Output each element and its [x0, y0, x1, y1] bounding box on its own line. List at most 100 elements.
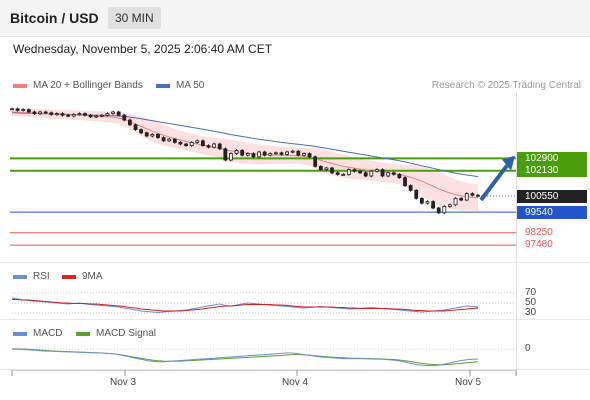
- candle: [313, 156, 318, 167]
- candle: [324, 167, 329, 170]
- candle: [167, 138, 172, 142]
- header-bar: Bitcoin / USD 30 MIN: [0, 0, 590, 37]
- candle: [251, 153, 256, 158]
- candle: [184, 143, 188, 147]
- candle: [99, 114, 104, 117]
- candle: [172, 138, 177, 143]
- rsi-9ma-line: [12, 299, 479, 312]
- candle: [358, 170, 362, 174]
- candle: [49, 112, 54, 115]
- candle: [403, 177, 407, 187]
- candle: [111, 111, 115, 114]
- macd-tick-label: 0: [525, 343, 531, 355]
- timeframe-button[interactable]: 30 MIN: [108, 7, 161, 29]
- candle: [139, 129, 144, 134]
- legend-signal-label: MACD Signal: [96, 328, 157, 339]
- instrument-title: Bitcoin / USD: [10, 10, 99, 26]
- legend-rsi: RSI: [13, 271, 50, 282]
- candle: [55, 113, 59, 115]
- legend-9ma: 9MA: [62, 271, 103, 282]
- price-level-label: 97480: [525, 239, 553, 251]
- price-level-badge: 102900: [517, 151, 587, 165]
- forecast-arrow: [479, 164, 509, 202]
- candle: [397, 173, 402, 178]
- candle: [419, 197, 424, 204]
- ma20-swatch: [13, 83, 27, 88]
- candle: [285, 151, 290, 155]
- candle: [116, 111, 121, 116]
- legend-macd-label: MACD: [33, 328, 63, 339]
- candle: [273, 152, 278, 155]
- candle: [245, 153, 250, 156]
- candle: [15, 108, 20, 111]
- candle: [290, 150, 295, 153]
- candle: [431, 201, 435, 209]
- candle: [229, 153, 233, 161]
- time-tick-label: Nov 5: [455, 377, 482, 388]
- rsi-tick-label: 30: [525, 307, 537, 318]
- legend-macd-signal: MACD Signal: [76, 328, 156, 339]
- candle: [464, 193, 469, 201]
- candle: [257, 151, 261, 158]
- bollinger-band: [12, 108, 478, 211]
- candle: [71, 114, 76, 117]
- candle: [369, 170, 374, 177]
- candle: [200, 140, 205, 147]
- candle: [83, 113, 87, 116]
- candle: [341, 173, 346, 176]
- forecast-arrowhead: [502, 155, 515, 171]
- candle: [442, 205, 447, 214]
- candle: [476, 194, 480, 197]
- candle: [178, 141, 183, 145]
- candle: [43, 111, 48, 114]
- candle: [346, 169, 351, 175]
- time-tick-label: Nov 4: [282, 377, 309, 388]
- candle: [335, 172, 340, 175]
- candle: [195, 140, 200, 143]
- candle: [448, 204, 452, 207]
- candle: [279, 152, 284, 155]
- legend-ma20-label: MA 20 + Bollinger Bands: [33, 80, 143, 91]
- legend-ma50-label: MA 50: [176, 80, 205, 91]
- candle: [38, 111, 42, 114]
- rsi-tick-label: 50: [525, 297, 537, 308]
- candle: [318, 165, 323, 170]
- candle: [66, 114, 71, 117]
- price-level-badge: 102130: [517, 164, 587, 178]
- ma50-swatch: [156, 83, 170, 88]
- candle: [296, 150, 301, 156]
- candle: [262, 151, 267, 156]
- time-tick-label: Nov 3: [110, 377, 137, 388]
- candle: [436, 207, 441, 214]
- candle: [470, 193, 475, 196]
- legend-ma20: MA 20 + Bollinger Bands: [13, 80, 143, 91]
- candle: [453, 197, 458, 206]
- legend-rsi-label: RSI: [33, 271, 50, 282]
- datetime-label: Wednesday, November 5, 2025 2:06:40 AM C…: [13, 42, 273, 56]
- candle: [330, 167, 334, 174]
- candle: [217, 143, 222, 150]
- legend-ma50: MA 50: [156, 80, 204, 91]
- candle: [380, 169, 385, 177]
- rsi-swatch: [13, 274, 27, 279]
- signal-swatch: [76, 331, 90, 336]
- candle: [307, 153, 312, 158]
- candle: [408, 185, 413, 191]
- candle: [352, 169, 357, 172]
- candle: [21, 109, 26, 111]
- candle: [122, 114, 127, 121]
- candle: [459, 197, 464, 201]
- candle: [223, 148, 228, 161]
- candle: [425, 201, 430, 204]
- legend-9ma-label: 9MA: [82, 271, 103, 282]
- candle: [386, 172, 391, 177]
- candle: [363, 172, 368, 177]
- legend-macd: MACD: [13, 328, 62, 339]
- candle: [144, 132, 149, 137]
- price-level-label: 98250: [525, 226, 553, 238]
- rsi-tick-label: 70: [525, 287, 537, 298]
- copyright-text: Research © 2025 Trading Central: [431, 80, 581, 91]
- price-level-badge: 99540: [517, 205, 587, 219]
- candle: [302, 153, 306, 156]
